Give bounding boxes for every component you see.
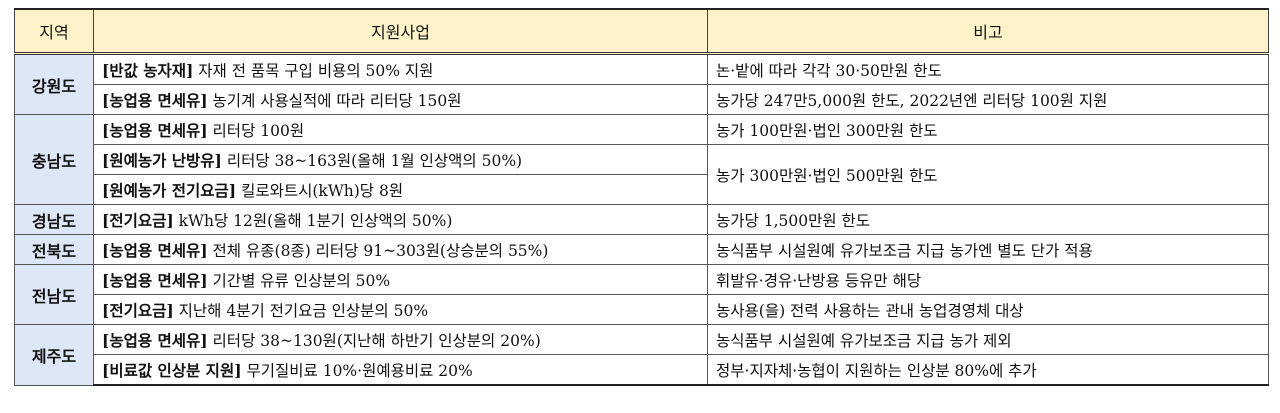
program-tag: [농업용 면세유] (102, 270, 208, 290)
table-header-row: 지역 지원사업 비고 (14, 8, 1269, 55)
support-table: 지역 지원사업 비고 강원도 [반값 농자재] 자재 전 품목 구입 비용의 5… (14, 8, 1269, 386)
program-tag: [전기요금] (102, 210, 174, 230)
program-text: 리터당 38~163원(올해 1월 인상액의 50%) (221, 151, 523, 170)
note-cell: 농가 300만원·법인 500만원 한도 (707, 144, 1269, 205)
note-cell: 농가 100만원·법인 300만원 한도 (707, 114, 1269, 145)
program-text: 리터당 100원 (207, 121, 305, 140)
note-cell: 농가당 1,500만원 한도 (707, 204, 1269, 235)
program-text: kWh당 12원(올해 1분기 인상액의 50%) (173, 211, 453, 230)
table-row: 전북도 [농업용 면세유] 전체 유종(8종) 리터당 91~303원(상승분의… (14, 234, 1269, 265)
program-cell: [반값 농자재] 자재 전 품목 구입 비용의 50% 지원 (93, 53, 708, 85)
note-cell: 농가당 247만5,000원 한도, 2022년엔 리터당 100원 지원 (707, 84, 1269, 115)
program-text: 킬로와트시(kWh)당 8원 (236, 181, 404, 200)
program-tag: [농업용 면세유] (102, 240, 208, 260)
region-cell: 제주도 (14, 324, 94, 386)
program-cell: [비료값 인상분 지원] 무기질비료 10%·원예용비료 20% (93, 354, 708, 386)
program-tag: [농업용 면세유] (102, 330, 208, 350)
table-row: [농업용 면세유] 농기계 사용실적에 따라 리터당 150원 농가당 247만… (15, 84, 1269, 115)
note-cell: 휘발유·경유·난방용 등유만 해당 (707, 264, 1269, 295)
note-cell: 농식품부 시설원예 유가보조금 지급 농가엔 별도 단가 적용 (707, 234, 1269, 265)
program-text: 농기계 사용실적에 따라 리터당 150원 (207, 91, 462, 110)
program-tag: [전기요금] (102, 300, 174, 320)
header-note: 비고 (707, 8, 1269, 55)
program-cell: [원예농가 난방유] 리터당 38~163원(올해 1월 인상액의 50%) (93, 144, 708, 175)
program-cell: [농업용 면세유] 전체 유종(8종) 리터당 91~303원(상승분의 55%… (93, 234, 708, 265)
table-row: 전남도 [농업용 면세유] 기간별 유류 인상분의 50% 휘발유·경유·난방용… (14, 264, 1269, 325)
table-row: [비료값 인상분 지원] 무기질비료 10%·원예용비료 20% 정부·지자체·… (15, 354, 1269, 386)
program-cell: [전기요금] 지난해 4분기 전기요금 인상분의 50% (93, 294, 708, 325)
table-row: 경남도 [전기요금] kWh당 12원(올해 1분기 인상액의 50%) 농가당… (14, 204, 1269, 235)
program-cell: [원예농가 전기요금] 킬로와트시(kWh)당 8원 (93, 174, 708, 205)
region-cell: 충남도 (14, 114, 94, 205)
program-tag: [비료값 인상분 지원] (102, 360, 242, 380)
program-text: 자재 전 품목 구입 비용의 50% 지원 (193, 61, 434, 80)
program-cell: [농업용 면세유] 리터당 100원 (93, 114, 708, 145)
program-cell: [농업용 면세유] 농기계 사용실적에 따라 리터당 150원 (93, 84, 708, 115)
note-cell: 논·밭에 따라 각각 30·50만원 한도 (707, 53, 1269, 85)
region-cell: 경남도 (14, 204, 94, 235)
program-text: 전체 유종(8종) 리터당 91~303원(상승분의 55%) (207, 241, 549, 260)
program-text: 기간별 유류 인상분의 50% (207, 271, 391, 290)
program-tag: [농업용 면세유] (102, 90, 208, 110)
table-row: 제주도 [농업용 면세유] 리터당 38~130원(지난해 하반기 인상분의 2… (14, 324, 1269, 386)
program-tag: [원예농가 난방유] (102, 150, 222, 170)
region-cell: 전북도 (14, 234, 94, 265)
table-row: [원예농가 난방유] 리터당 38~163원(올해 1월 인상액의 50%) 농… (15, 144, 1269, 205)
program-tag: [농업용 면세유] (102, 120, 208, 140)
table-row: 강원도 [반값 농자재] 자재 전 품목 구입 비용의 50% 지원 논·밭에 … (14, 53, 1269, 115)
program-cell: [농업용 면세유] 리터당 38~130원(지난해 하반기 인상분의 20%) (93, 324, 708, 355)
note-cell: 농식품부 시설원예 유가보조금 지급 농가 제외 (707, 324, 1269, 355)
program-text: 리터당 38~130원(지난해 하반기 인상분의 20%) (207, 331, 541, 350)
note-cell: 농사용(을) 전력 사용하는 관내 농업경영체 대상 (707, 294, 1269, 325)
region-cell: 전남도 (14, 264, 94, 325)
table-row: 충남도 [농업용 면세유] 리터당 100원 농가 100만원·법인 300만원… (14, 114, 1269, 205)
header-region: 지역 (14, 8, 94, 55)
program-tag: [원예농가 전기요금] (102, 180, 237, 200)
note-cell: 정부·지자체·농협이 지원하는 인상분 80%에 추가 (707, 354, 1269, 386)
program-cell: [전기요금] kWh당 12원(올해 1분기 인상액의 50%) (93, 204, 708, 235)
table-row: [전기요금] 지난해 4분기 전기요금 인상분의 50% 농사용(을) 전력 사… (15, 294, 1269, 325)
header-program: 지원사업 (93, 8, 708, 55)
program-tag: [반값 농자재] (102, 60, 194, 80)
program-text: 지난해 4분기 전기요금 인상분의 50% (173, 301, 429, 320)
table-row: [원예농가 전기요금] 킬로와트시(kWh)당 8원 (15, 174, 1269, 205)
program-text: 무기질비료 10%·원예용비료 20% (241, 361, 473, 380)
region-cell: 강원도 (14, 53, 94, 115)
program-cell: [농업용 면세유] 기간별 유류 인상분의 50% (93, 264, 708, 295)
support-table-container: 지역 지원사업 비고 강원도 [반값 농자재] 자재 전 품목 구입 비용의 5… (14, 8, 1269, 386)
